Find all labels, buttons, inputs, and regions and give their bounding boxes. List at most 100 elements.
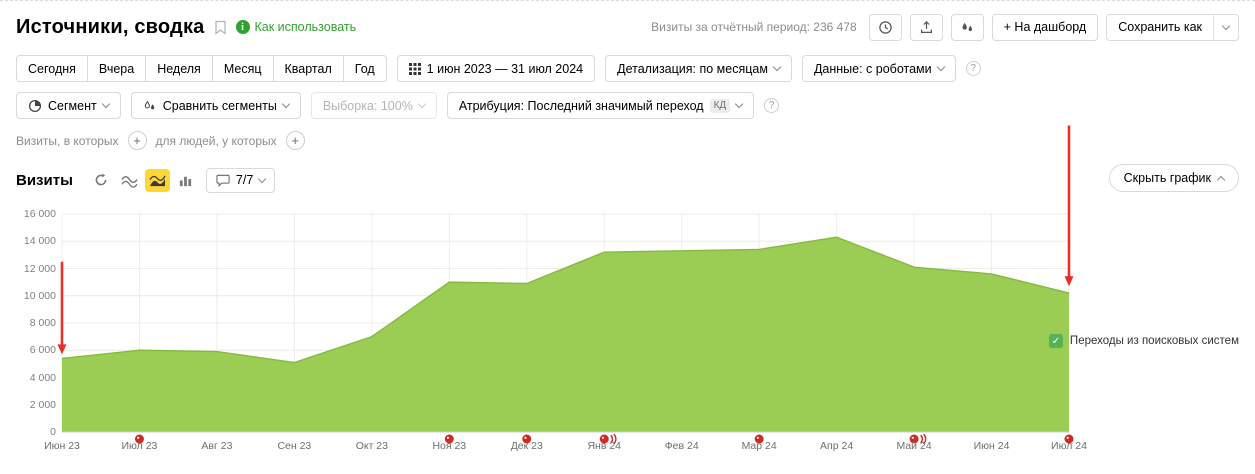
- comments-button[interactable]: 7/7: [205, 167, 276, 193]
- detailing-button[interactable]: Детализация: по месяцам: [605, 55, 792, 82]
- x-axis-label: Июл 24: [1051, 440, 1087, 452]
- add-people-condition-button[interactable]: +: [285, 131, 305, 150]
- chart-legend: ✓ Переходы из поисковых систем: [1048, 334, 1239, 348]
- donut-chart-type-button[interactable]: [89, 169, 114, 192]
- period-quarter-button[interactable]: Квартал: [272, 55, 344, 82]
- x-axis-label: Сен 23: [277, 440, 312, 452]
- y-axis-label: 8 000: [29, 317, 56, 329]
- x-axis-label: Дек 23: [510, 440, 543, 452]
- bar-chart-type-button[interactable]: [173, 169, 198, 192]
- segment-pie-icon: [28, 99, 42, 112]
- y-axis-label: 14 000: [23, 235, 56, 248]
- x-axis-label: Июн 24: [973, 440, 1010, 452]
- add-visit-condition-button[interactable]: +: [127, 131, 147, 150]
- legend-checkbox[interactable]: ✓: [1048, 334, 1063, 348]
- y-axis-label: 16 000: [23, 208, 56, 220]
- y-axis: 0 2 000 4 000 6 000 8 000 10 000 12 000 14 000 1…: [16, 204, 56, 456]
- clock-icon: [878, 20, 892, 34]
- comment-marker[interactable]: [754, 434, 764, 444]
- calendar-grid-icon: [408, 62, 421, 75]
- how-to-use-label: Как использовать: [254, 20, 357, 34]
- comment-marker[interactable]: [1064, 434, 1074, 444]
- page-title: Источники, сводка: [16, 15, 205, 38]
- comment-marker[interactable]: [444, 434, 454, 444]
- info-icon: i: [235, 20, 250, 34]
- segment-toolbar: Сегмент Сравнить сегменты Выборка: 100% …: [16, 92, 1239, 119]
- period-today-button[interactable]: Сегодня: [16, 55, 88, 82]
- segment-button[interactable]: Сегмент: [16, 92, 121, 119]
- hide-chart-button[interactable]: Скрыть график: [1108, 164, 1239, 192]
- chevron-down-icon: [101, 99, 110, 109]
- people-condition-label: для людей, у которых: [155, 133, 277, 148]
- bookmark-icon[interactable]: [214, 20, 227, 35]
- y-axis-label: 6 000: [29, 344, 56, 357]
- period-year-button[interactable]: Год: [342, 55, 387, 82]
- segment-label: Сегмент: [48, 98, 97, 113]
- compare-segments-button[interactable]: Сравнить сегменты: [130, 92, 301, 119]
- sampling-label: Выборка: 100%: [322, 98, 413, 113]
- help-icon[interactable]: ?: [965, 61, 981, 76]
- chevron-up-icon: [1216, 175, 1226, 185]
- date-range-button[interactable]: 1 июн 2023 — 31 июл 2024: [396, 55, 596, 82]
- period-month-button[interactable]: Месяц: [211, 55, 274, 82]
- how-to-use-link[interactable]: i Как использовать: [235, 20, 357, 34]
- period-week-button[interactable]: Неделя: [145, 55, 213, 82]
- visits-chart: 0 2 000 4 000 6 000 8 000 10 000 12 000 14 000 1…: [16, 125, 1239, 456]
- chart-type-switcher: [89, 168, 198, 192]
- x-axis-label: Окт 23: [355, 440, 388, 452]
- x-axis-label: Июн 23: [44, 440, 80, 452]
- comment-marker[interactable]: [909, 434, 919, 444]
- y-axis-label: 12 000: [23, 262, 56, 275]
- comment-marker[interactable]: [599, 434, 609, 444]
- filter-bar: Визиты, в которых + для людей, у которых…: [16, 131, 1239, 150]
- save-as-label[interactable]: Сохранить как: [1118, 20, 1202, 34]
- detailing-label: Детализация: по месяцам: [617, 61, 768, 76]
- attribution-button[interactable]: Атрибуция: Последний значимый переход КД: [446, 92, 755, 119]
- sampling-button[interactable]: Выборка: 100%: [310, 92, 437, 119]
- x-axis-label: Янв 24: [587, 440, 621, 452]
- divider: [1213, 14, 1214, 40]
- y-axis-label: 0: [50, 426, 56, 438]
- chevron-down-icon: [734, 99, 744, 109]
- save-as-dropdown[interactable]: [1214, 15, 1238, 40]
- y-axis-label: 4 000: [29, 371, 56, 384]
- drops-icon: [962, 22, 972, 31]
- period-toolbar: Сегодня Вчера Неделя Месяц Квартал Год 1…: [16, 55, 1239, 82]
- upload-icon: [920, 20, 932, 33]
- period-button-group: Сегодня Вчера Неделя Месяц Квартал Год: [16, 55, 387, 82]
- chart-header: Визиты: [16, 164, 1239, 194]
- x-axis-label: Ноя 23: [432, 440, 467, 452]
- chevron-down-icon: [936, 62, 945, 72]
- comment-marker[interactable]: [522, 434, 532, 444]
- y-axis-label: 2 000: [29, 398, 56, 411]
- x-axis-label: Апр 24: [820, 440, 854, 452]
- history-button[interactable]: [868, 13, 902, 41]
- segments-drops-button[interactable]: [950, 13, 984, 41]
- x-axis-label: Май 24: [896, 440, 932, 452]
- x-axis-label: Июл 23: [121, 440, 158, 452]
- metrica-sources-report-page: Источники, сводка i Как использовать Виз…: [0, 0, 1255, 456]
- area-chart-type-button[interactable]: [144, 168, 170, 192]
- visits-condition-label: Визиты, в которых: [16, 133, 119, 148]
- add-to-dashboard-button[interactable]: + На дашборд: [991, 13, 1099, 41]
- x-axis-label: Фев 24: [664, 440, 699, 452]
- line-chart-type-button[interactable]: [117, 169, 142, 192]
- period-yesterday-button[interactable]: Вчера: [86, 55, 147, 82]
- area-series[interactable]: [62, 237, 1069, 432]
- date-range-label: 1 июн 2023 — 31 июл 2024: [426, 61, 584, 76]
- x-axis: Июн 23 Июл 23 Авг 23 Сен 23 Окт 23 Ноя 23 Дек …: [44, 440, 1087, 454]
- help-icon[interactable]: ?: [764, 98, 780, 113]
- chevron-down-icon: [772, 62, 782, 72]
- area-chart-icon: [149, 175, 166, 186]
- data-mode-button[interactable]: Данные: с роботами: [801, 55, 956, 82]
- visits-area-chart[interactable]: [57, 125, 1074, 445]
- export-button[interactable]: [909, 13, 943, 41]
- line-chart-icon: [121, 175, 138, 188]
- visits-total-label: Визиты за отчётный период: 236 478: [651, 20, 857, 34]
- chevron-down-icon: [281, 99, 291, 109]
- report-header: Источники, сводка i Как использовать Виз…: [16, 11, 1239, 43]
- comment-marker[interactable]: [134, 434, 144, 444]
- comments-count-label: 7/7: [235, 173, 254, 187]
- save-as-button[interactable]: Сохранить как: [1106, 13, 1239, 41]
- x-axis-label: Авг 23: [201, 440, 233, 452]
